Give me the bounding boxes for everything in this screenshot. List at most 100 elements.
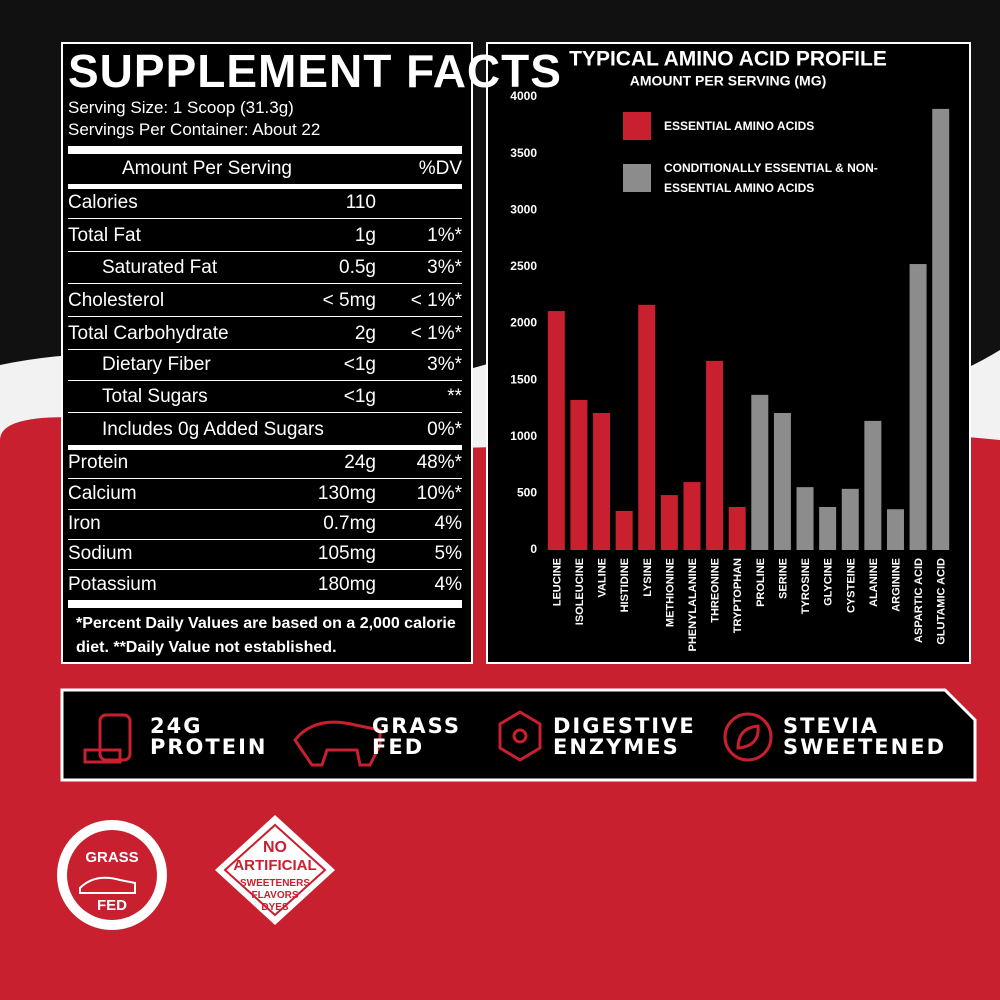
facts-row: Cholesterol < 5mg < 1%* [68, 286, 462, 317]
amount: 130mg [317, 483, 376, 504]
no-artificial-border [223, 823, 327, 917]
daily-value: 1%* [427, 225, 462, 246]
badge-text: SWEETENERS [240, 878, 310, 889]
nutrient: Saturated Fat [102, 257, 218, 278]
daily-value: 4% [434, 513, 462, 534]
daily-value: 4% [434, 574, 462, 595]
bar [570, 399, 588, 550]
bar [932, 108, 950, 551]
chart-title: TYPICAL AMINO ACID PROFILE [569, 48, 887, 71]
feature-text: DIGESTIVE [553, 714, 696, 738]
nutrient: Dietary Fiber [102, 354, 211, 375]
bar [706, 360, 724, 550]
bar [796, 487, 814, 550]
x-tick-label: SERINE [777, 558, 789, 599]
bar [819, 506, 837, 550]
thick-rule [68, 146, 462, 154]
badge-text: FLAVORS [251, 890, 298, 901]
amount: 2g [354, 323, 376, 344]
daily-value: 5% [434, 543, 462, 564]
daily-value: 3%* [427, 354, 462, 375]
facts-header: Amount Per Serving %DV [68, 154, 462, 189]
daily-value: 48%* [416, 452, 462, 473]
y-tick-label: 3500 [510, 146, 537, 160]
feature: STEVIA SWEETENED [783, 716, 946, 758]
amount: 24g [344, 452, 376, 473]
bar [638, 304, 656, 550]
nutrient: Cholesterol [68, 290, 165, 311]
bar [683, 482, 701, 550]
x-tick-label: HISTIDINE [619, 558, 631, 612]
feature-banner [60, 688, 977, 782]
y-tick-label: 2500 [510, 259, 537, 273]
bar [909, 264, 927, 550]
facts-row: Iron 0.7mg 4% [68, 509, 462, 540]
feature: 24G PROTEIN [150, 716, 267, 758]
x-tick-label: TYROSINE [800, 558, 812, 614]
x-tick-label: LEUCINE [551, 558, 563, 606]
bar [593, 412, 611, 550]
nutrient: Potassium [68, 574, 157, 595]
badge-text: NO [263, 839, 287, 856]
nutrient: Sodium [68, 543, 133, 564]
facts-row: Protein 24g 48%* [68, 448, 462, 479]
bar [864, 420, 882, 550]
x-tick-label: ALANINE [868, 558, 880, 607]
daily-value: < 1%* [410, 290, 462, 311]
facts-row: Calories 110 [68, 188, 462, 219]
legend-label: CONDITIONALLY ESSENTIAL & NON-ESSENTIAL … [664, 161, 878, 195]
bar [547, 311, 565, 550]
x-tick-label: THREONINE [710, 558, 722, 623]
nutrient: Total Sugars [102, 386, 208, 407]
badge-text: ARTIFICIAL [233, 857, 316, 874]
x-tick-label: CYSTEINE [845, 558, 857, 613]
nutrient: Includes 0g Added Sugars [102, 419, 324, 440]
badge-text: FED [97, 897, 127, 914]
feature-text: 24G [150, 714, 203, 738]
x-tick-label: GLUTAMIC ACID [936, 558, 948, 645]
daily-value: 0%* [427, 419, 462, 440]
legend-swatch [623, 112, 651, 140]
badge-text: GRASS [85, 849, 138, 866]
badge-text: DYES [261, 902, 289, 913]
daily-value: ** [447, 386, 462, 407]
bar [660, 495, 678, 550]
nutrient: Total Fat [68, 225, 141, 246]
facts-row: Includes 0g Added Sugars 0%* [68, 415, 462, 450]
daily-value: < 1%* [410, 323, 462, 344]
daily-value: 10%* [416, 483, 462, 504]
y-tick-label: 3000 [510, 202, 537, 216]
facts-row: Calcium 130mg 10%* [68, 479, 462, 510]
feature-icons [83, 710, 773, 767]
cow-icon [79, 876, 136, 894]
x-tick-label: TRYPTOPHAN [732, 558, 744, 633]
no-artificial-badge [215, 815, 335, 925]
bar [886, 509, 904, 550]
y-tick-label: 2000 [510, 316, 537, 330]
nutrient: Calcium [68, 483, 137, 504]
chart-panel [486, 42, 971, 664]
nutrient: Protein [68, 452, 129, 473]
header-amount: Amount Per Serving [121, 158, 292, 179]
facts-row: Dietary Fiber <1g 3%* [68, 350, 462, 381]
amount: 180mg [317, 574, 376, 595]
facts-row: Sodium 105mg 5% [68, 539, 462, 570]
feature-text: STEVIA [783, 714, 880, 738]
chart-subtitle: AMOUNT PER SERVING (MG) [630, 73, 827, 89]
nutrient: Iron [68, 513, 101, 534]
y-tick-label: 4000 [510, 89, 537, 103]
feature: DIGESTIVE ENZYMES [553, 716, 696, 758]
daily-value: 3%* [427, 257, 462, 278]
x-tick-label: ASPARTIC ACID [913, 558, 925, 643]
amount: <1g [343, 354, 376, 375]
bar [728, 506, 746, 550]
amount: < 5mg [322, 290, 376, 311]
serving-size: Serving Size: 1 Scoop (31.3g) [68, 98, 294, 117]
amount: 110 [345, 192, 376, 213]
facts-title: SUPPLEMENT FACTS [68, 45, 562, 97]
facts-row: Potassium 180mg 4% [68, 570, 462, 600]
servings: Servings Per Container: About 22 [68, 120, 321, 139]
x-tick-label: GLYCINE [823, 558, 835, 606]
amount: 0.7mg [323, 513, 376, 534]
x-tick-label: PHENYLALANINE [687, 558, 699, 652]
